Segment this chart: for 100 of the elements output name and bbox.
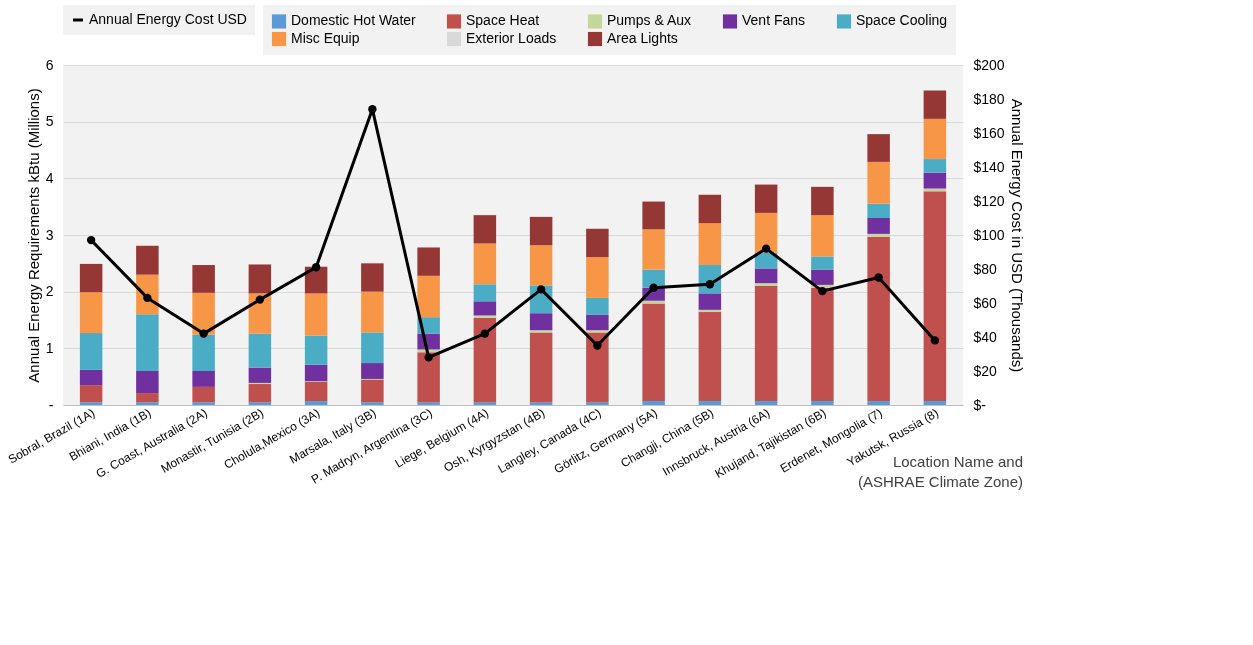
point bbox=[761, 244, 771, 253]
bar bbox=[473, 317, 497, 403]
y-tick-label: 2 bbox=[45, 283, 54, 300]
bar bbox=[586, 314, 609, 331]
point bbox=[536, 285, 546, 294]
bar bbox=[923, 191, 947, 402]
bar bbox=[136, 371, 159, 394]
y-tick-label: 1 bbox=[45, 339, 54, 356]
point bbox=[255, 295, 265, 304]
bar bbox=[473, 243, 497, 285]
point bbox=[593, 341, 602, 350]
bar bbox=[192, 402, 215, 405]
y2-tick-label: $200 bbox=[973, 56, 1005, 73]
y-axis-title: Annual Energy Requirements kBtu (Millions) bbox=[24, 88, 42, 383]
bar bbox=[79, 402, 103, 405]
bar bbox=[473, 315, 497, 318]
bar bbox=[361, 379, 384, 403]
bar bbox=[642, 201, 665, 230]
point bbox=[930, 336, 940, 345]
bar bbox=[811, 401, 834, 405]
bar bbox=[529, 313, 553, 331]
bar bbox=[361, 363, 384, 379]
y2-tick-label: $100 bbox=[973, 226, 1005, 243]
bar bbox=[698, 223, 722, 266]
bar bbox=[79, 263, 103, 293]
bar bbox=[586, 257, 609, 298]
bar bbox=[417, 275, 440, 318]
bar bbox=[698, 194, 722, 224]
bar bbox=[192, 334, 215, 371]
y-tick-label: 4 bbox=[45, 169, 54, 186]
bar bbox=[642, 269, 665, 288]
bar bbox=[361, 263, 384, 292]
bar bbox=[529, 332, 553, 403]
legend-label: Misc Equip bbox=[291, 30, 360, 46]
bar bbox=[79, 385, 103, 403]
y2-tick-label: $180 bbox=[973, 90, 1005, 107]
bar bbox=[361, 291, 384, 333]
bar bbox=[361, 332, 384, 364]
y2-tick-label: $60 bbox=[973, 294, 998, 311]
bar bbox=[529, 216, 553, 246]
point bbox=[874, 273, 883, 282]
point bbox=[368, 105, 377, 114]
bar bbox=[811, 215, 834, 257]
bar bbox=[586, 330, 609, 333]
bar bbox=[473, 284, 497, 302]
bar bbox=[417, 352, 440, 403]
bar bbox=[642, 300, 665, 304]
bar bbox=[136, 314, 159, 371]
y-tick-label: 3 bbox=[45, 226, 54, 243]
bar bbox=[867, 218, 890, 234]
bar bbox=[754, 212, 778, 253]
bar bbox=[361, 402, 384, 405]
bar bbox=[698, 293, 722, 310]
bar bbox=[417, 247, 440, 276]
point bbox=[199, 329, 208, 338]
y2-tick-label: $20 bbox=[973, 362, 998, 379]
legend-label: Domestic Hot Water bbox=[291, 12, 417, 29]
bar bbox=[304, 293, 328, 336]
bar bbox=[248, 384, 272, 403]
bar bbox=[811, 287, 834, 402]
y2-tick-label: $80 bbox=[973, 260, 998, 277]
bar bbox=[754, 268, 778, 284]
bar bbox=[248, 333, 272, 368]
bar bbox=[136, 402, 159, 405]
y-tick-label: 5 bbox=[45, 113, 54, 130]
bar bbox=[304, 401, 328, 405]
bar bbox=[867, 134, 890, 162]
bar bbox=[642, 401, 665, 405]
bar bbox=[754, 184, 778, 213]
bar bbox=[923, 118, 947, 160]
bar bbox=[248, 367, 272, 383]
bar bbox=[586, 297, 609, 315]
bar bbox=[811, 269, 834, 285]
bar bbox=[811, 256, 834, 270]
bar bbox=[698, 401, 722, 405]
bar bbox=[698, 312, 722, 402]
bar bbox=[304, 335, 328, 365]
bar bbox=[192, 371, 215, 387]
legend-label: Area Lights bbox=[607, 30, 678, 46]
bar bbox=[304, 381, 328, 402]
bar bbox=[79, 369, 103, 386]
bar bbox=[923, 90, 947, 119]
bar bbox=[811, 186, 834, 216]
bar bbox=[923, 401, 947, 405]
bar bbox=[867, 161, 890, 204]
legend-label: Vent Fans bbox=[742, 12, 806, 29]
bar bbox=[529, 402, 553, 405]
bar bbox=[867, 203, 890, 218]
bar bbox=[248, 402, 272, 405]
legend-label: Annual Energy Cost USD bbox=[89, 11, 247, 27]
legend-label: Space Cooling bbox=[856, 12, 948, 29]
bar bbox=[473, 301, 497, 316]
bar bbox=[192, 265, 215, 293]
y2-tick-label: $140 bbox=[973, 158, 1005, 175]
bar bbox=[248, 264, 272, 294]
point bbox=[649, 283, 658, 292]
bar bbox=[192, 292, 215, 335]
bar bbox=[529, 245, 553, 286]
bar bbox=[417, 402, 440, 405]
bar bbox=[79, 292, 103, 334]
